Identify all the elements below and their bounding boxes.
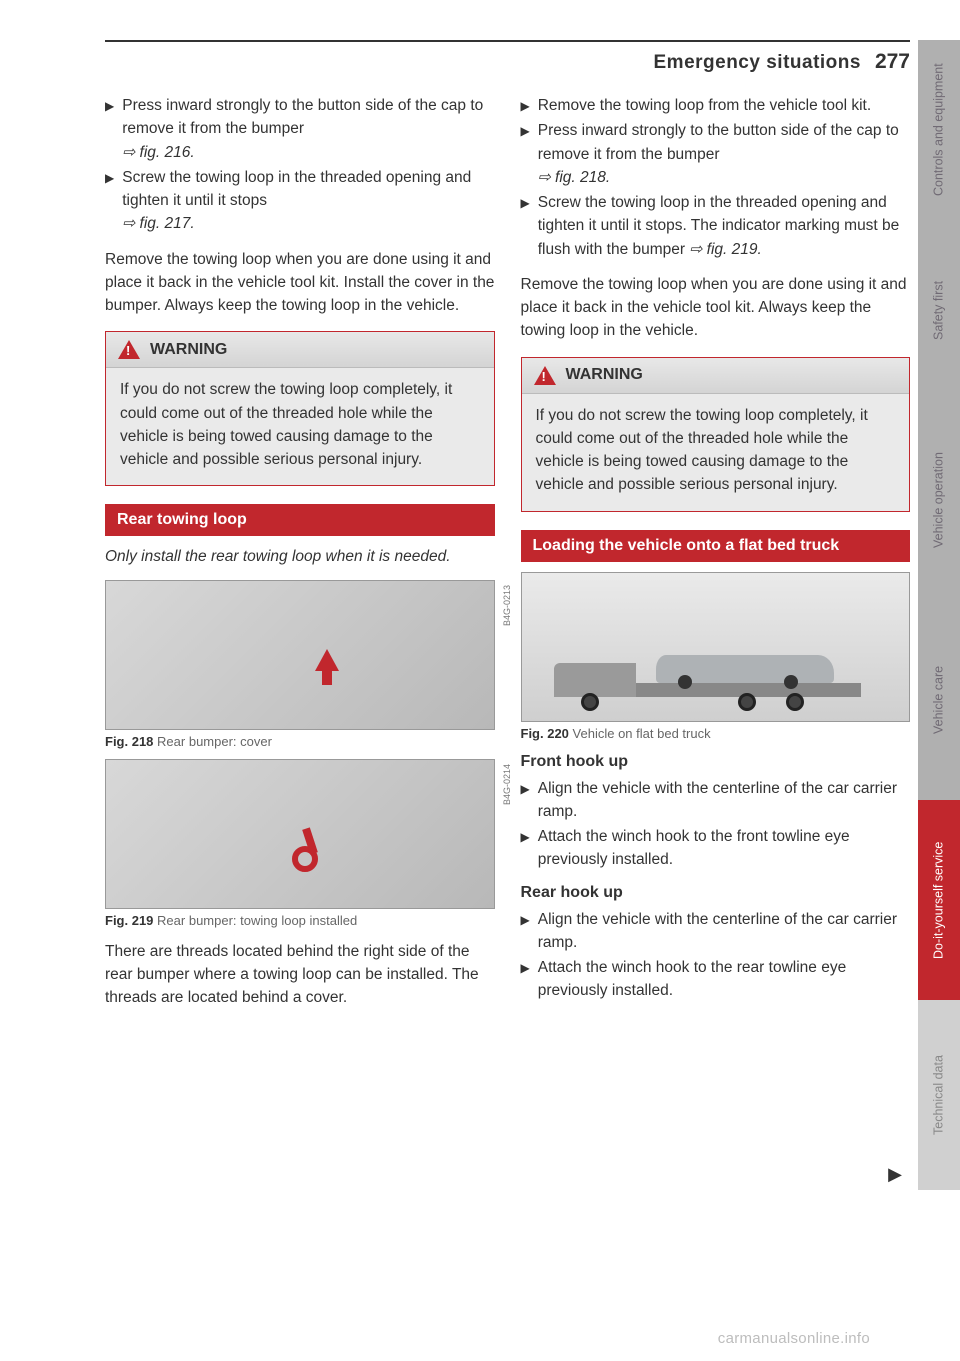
paragraph: Remove the towing loop when you are done… bbox=[521, 273, 911, 343]
figure-caption: Fig. 220 Vehicle on flat bed truck bbox=[521, 726, 911, 741]
bullet-text: Press inward strongly to the button side… bbox=[538, 119, 910, 189]
warning-title: WARNING bbox=[150, 341, 227, 359]
warning-body: If you do not screw the towing loop comp… bbox=[106, 368, 494, 485]
warning-box: WARNING If you do not screw the towing l… bbox=[105, 331, 495, 486]
figure-code: B4G-0214 bbox=[502, 764, 512, 805]
continue-icon: ▶ bbox=[888, 1164, 902, 1185]
bullet-item: ▶ Align the vehicle with the centerline … bbox=[521, 908, 911, 955]
paragraph: Remove the towing loop when you are done… bbox=[105, 248, 495, 318]
figure-caption: Fig. 219 Rear bumper: towing loop instal… bbox=[105, 913, 495, 928]
subheading: Front hook up bbox=[521, 753, 911, 771]
bullet-item: ▶ Press inward strongly to the button si… bbox=[105, 94, 495, 164]
page-number: 277 bbox=[875, 50, 910, 74]
bullet-text: Align the vehicle with the centerline of… bbox=[538, 777, 910, 824]
figure-220: B4G-0293 Fig. 220 Vehicle on bbox=[521, 572, 911, 741]
bullet-item: ▶ Remove the towing loop from the vehicl… bbox=[521, 94, 911, 117]
side-tabs: Controls and equipment Safety first Vehi… bbox=[918, 40, 960, 1190]
arrow-icon bbox=[315, 649, 339, 671]
figure-219: B4G-0214 Fig. 219 Rear bumper: towing lo… bbox=[105, 759, 495, 928]
figure-caption: Fig. 218 Rear bumper: cover bbox=[105, 734, 495, 749]
warning-box: WARNING If you do not screw the towing l… bbox=[521, 357, 911, 512]
watermark: carmanualsonline.info bbox=[718, 1330, 870, 1347]
truck-illustration bbox=[534, 655, 875, 705]
tab-diy[interactable]: Do-it-yourself service bbox=[918, 800, 960, 1000]
bullet-item: ▶ Attach the winch hook to the front tow… bbox=[521, 825, 911, 872]
bullet-marker: ▶ bbox=[521, 119, 530, 189]
bullet-text: Press inward strongly to the button side… bbox=[122, 94, 494, 164]
tow-ring-icon bbox=[292, 846, 318, 872]
bullet-item: ▶ Screw the towing loop in the threaded … bbox=[105, 166, 495, 236]
bullet-text: Screw the towing loop in the threaded op… bbox=[538, 191, 910, 261]
bullet-text: Screw the towing loop in the threaded op… bbox=[122, 166, 494, 236]
section-subhead: Only install the rear towing loop when i… bbox=[105, 546, 495, 568]
warning-title: WARNING bbox=[566, 366, 643, 384]
section-heading: Rear towing loop bbox=[105, 504, 495, 536]
subheading: Rear hook up bbox=[521, 884, 911, 902]
warning-body: If you do not screw the towing loop comp… bbox=[522, 394, 910, 511]
bullet-marker: ▶ bbox=[105, 94, 114, 164]
bullet-marker: ▶ bbox=[521, 191, 530, 261]
tab-care[interactable]: Vehicle care bbox=[918, 600, 960, 800]
bullet-marker: ▶ bbox=[521, 908, 530, 955]
figure-code: B4G-0213 bbox=[502, 585, 512, 626]
section-heading: Loading the vehicle onto a flat bed truc… bbox=[521, 530, 911, 562]
bullet-marker: ▶ bbox=[521, 94, 530, 117]
bullet-text: Attach the winch hook to the rear towlin… bbox=[538, 956, 910, 1003]
header-rule bbox=[105, 40, 910, 42]
right-column: ▶ Remove the towing loop from the vehicl… bbox=[521, 94, 911, 1022]
bullet-text: Attach the winch hook to the front towli… bbox=[538, 825, 910, 872]
left-column: ▶ Press inward strongly to the button si… bbox=[105, 94, 495, 1022]
tab-technical[interactable]: Technical data bbox=[918, 1000, 960, 1190]
bullet-marker: ▶ bbox=[521, 956, 530, 1003]
tab-operation[interactable]: Vehicle operation bbox=[918, 400, 960, 600]
bullet-item: ▶ Attach the winch hook to the rear towl… bbox=[521, 956, 911, 1003]
tab-controls[interactable]: Controls and equipment bbox=[918, 40, 960, 220]
bullet-text: Remove the towing loop from the vehicle … bbox=[538, 94, 910, 117]
bullet-marker: ▶ bbox=[105, 166, 114, 236]
warning-icon bbox=[118, 340, 140, 359]
bullet-item: ▶ Align the vehicle with the centerline … bbox=[521, 777, 911, 824]
bullet-text: Align the vehicle with the centerline of… bbox=[538, 908, 910, 955]
bullet-item: ▶ Screw the towing loop in the threaded … bbox=[521, 191, 911, 261]
warning-icon bbox=[534, 366, 556, 385]
paragraph: There are threads located behind the rig… bbox=[105, 940, 495, 1010]
chapter-title: Emergency situations bbox=[654, 52, 861, 74]
bullet-marker: ▶ bbox=[521, 825, 530, 872]
tab-safety[interactable]: Safety first bbox=[918, 220, 960, 400]
bullet-item: ▶ Press inward strongly to the button si… bbox=[521, 119, 911, 189]
figure-218: B4G-0213 Fig. 218 Rear bumper: cover bbox=[105, 580, 495, 749]
bullet-marker: ▶ bbox=[521, 777, 530, 824]
